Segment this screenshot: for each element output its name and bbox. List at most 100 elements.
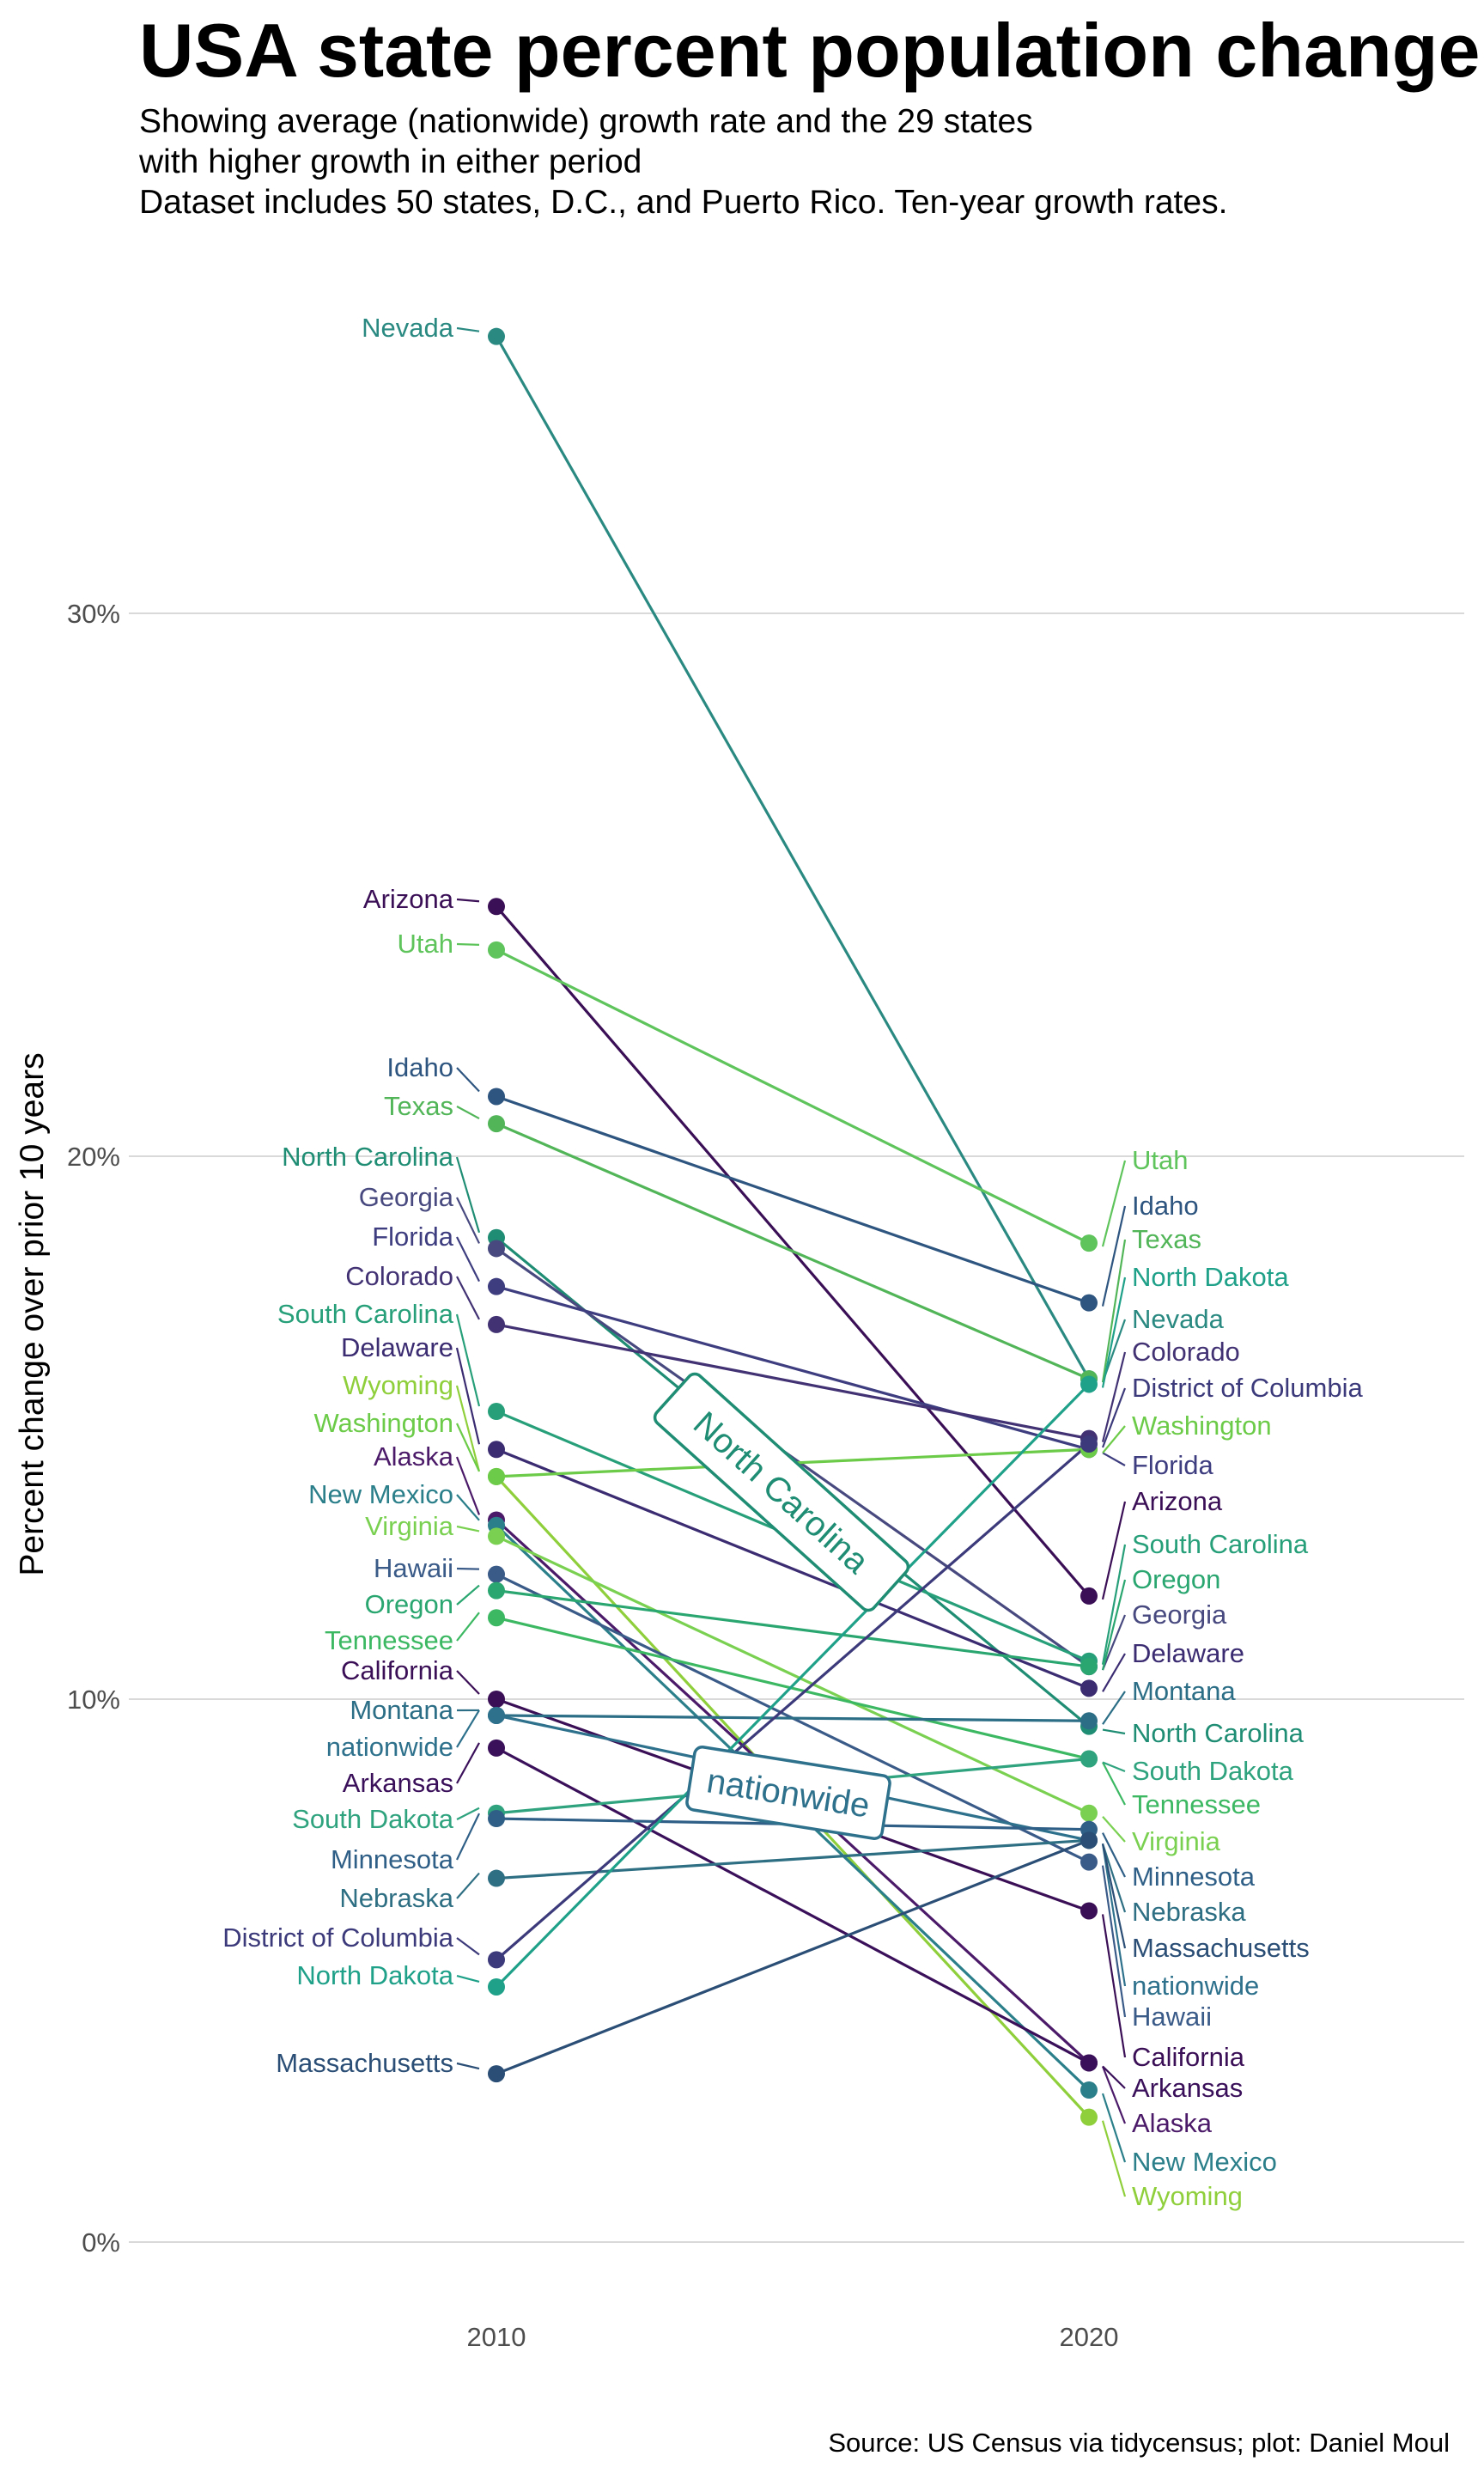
leader-right-montana [1102,1691,1126,1725]
leader-right-tennessee [1102,1762,1126,1806]
series-points [488,327,1098,2126]
label-2010-oregon: Oregon [365,1589,453,1619]
leader-right-north-dakota [1101,1277,1127,1388]
point-2010-district-of-columbia [488,1951,505,1969]
point-2010-florida [488,1277,505,1295]
label-2020-hawaii: Hawaii [1132,2002,1212,2032]
label-2010-colorado: Colorado [345,1261,453,1291]
label-leader-lines [455,326,1127,2197]
label-2020-south-carolina: South Carolina [1132,1529,1309,1559]
point-2010-minnesota [488,1810,505,1828]
point-2020-new-mexico [1080,2081,1098,2099]
label-2010-north-carolina: North Carolina [282,1142,454,1172]
label-2020-washington: Washington [1132,1411,1272,1441]
label-2020-new-mexico: New Mexico [1132,2147,1277,2177]
label-2020-idaho: Idaho [1132,1191,1199,1221]
boxed-label-nationwide: nationwide [685,1746,891,1840]
leader-right-alaska [1101,2066,1127,2124]
leader-right-washington [1102,1425,1126,1453]
leader-right-idaho [1101,1205,1127,1307]
label-2010-wyoming: Wyoming [343,1370,453,1400]
label-2020-wyoming: Wyoming [1132,2181,1243,2211]
label-2020-oregon: Oregon [1132,1564,1220,1594]
leader-right-district-of-columbia [1101,1387,1127,1448]
label-2020-nationwide: nationwide [1132,1971,1259,2001]
point-2020-south-dakota [1080,1750,1098,1768]
leader-right-texas [1101,1239,1127,1383]
leader-left-nevada [456,326,480,332]
label-2020-montana: Montana [1132,1676,1236,1706]
line-arkansas [496,1746,1090,2064]
point-2010-georgia [488,1240,505,1258]
leader-right-florida [1102,1452,1126,1466]
line-colorado [496,1323,1090,1441]
point-2010-nevada [488,327,505,345]
line-district-of-columbia [495,1442,1091,1961]
point-2020-idaho [1080,1294,1098,1312]
label-2010-arkansas: Arkansas [343,1768,453,1798]
series-lines [495,335,1091,2118]
subtitle-line-3: Dataset includes 50 states, D.C., and Pu… [139,184,1228,221]
subtitle-line-1: Showing average (nationwide) growth rate… [139,103,1033,140]
leader-left-north-dakota [456,1974,480,1983]
leader-right-north-carolina [1102,1728,1126,1735]
label-2020-nevada: Nevada [1132,1304,1225,1334]
point-2010-massachusetts [488,2065,505,2083]
point-2010-tennessee [488,1609,505,1627]
leader-right-nationwide [1101,1843,1127,1987]
label-2010-alaska: Alaska [374,1441,454,1472]
leader-left-idaho [456,1067,480,1093]
point-2010-colorado [488,1315,505,1333]
leader-left-wyoming [455,1385,481,1472]
chart-caption: Source: US Census via tidycensus; plot: … [828,2428,1450,2458]
point-2010-arizona [488,898,505,916]
leader-right-georgia [1101,1614,1127,1671]
label-2010-montana: Montana [350,1695,453,1725]
leader-left-nationwide [456,1709,480,1748]
point-2020-utah [1080,1234,1098,1252]
leader-left-nebraska [456,1872,480,1899]
line-texas [496,1122,1090,1380]
x-tick-label: 2020 [1060,2322,1119,2352]
chart-title: USA state percent population change [139,8,1481,93]
label-2020-north-carolina: North Carolina [1132,1718,1305,1748]
point-2020-delaware [1080,1679,1098,1697]
point-2020-wyoming [1080,2108,1098,2126]
leader-left-virginia [456,1525,480,1533]
label-2020-alaska: Alaska [1132,2108,1213,2138]
point-2010-oregon [488,1581,505,1600]
label-2010-new-mexico: New Mexico [308,1479,453,1509]
leader-left-south-dakota [456,1807,480,1820]
label-2010-south-dakota: South Dakota [292,1804,454,1834]
leader-left-tennessee [456,1612,480,1642]
leader-left-massachusetts [456,2062,480,2070]
leader-right-utah [1101,1160,1127,1247]
leader-left-district-of-columbia [456,1937,480,1956]
point-2020-california [1080,1902,1098,1920]
boxed-labels: North Carolina nationwide [653,1372,910,1840]
label-2010-nevada: Nevada [362,313,454,343]
label-2010-texas: Texas [384,1091,453,1121]
leader-left-washington [456,1423,480,1472]
boxed-label-frame [653,1372,910,1612]
leader-right-wyoming [1101,2120,1127,2197]
line-tennessee [496,1616,1090,1761]
leader-left-california [456,1670,480,1695]
label-2020-florida: Florida [1132,1450,1214,1480]
label-2010-california: California [341,1655,454,1685]
label-2010-nebraska: Nebraska [339,1883,453,1913]
label-2010-massachusetts: Massachusetts [276,2048,453,2078]
leader-left-alaska [455,1456,481,1515]
label-2010-south-carolina: South Carolina [277,1299,454,1329]
label-2020-tennessee: Tennessee [1132,1789,1261,1819]
label-2010-north-dakota: North Dakota [296,1960,453,1990]
point-2010-south-carolina [488,1403,505,1421]
label-2010-florida: Florida [372,1222,454,1252]
leader-left-arkansas [456,1742,480,1784]
label-2010-district-of-columbia: District of Columbia [222,1923,453,1953]
label-2010-washington: Washington [313,1408,453,1438]
label-2010-tennessee: Tennessee [325,1625,453,1655]
x-axis: 2010 2020 [467,2322,1119,2352]
y-axis-label: Percent change over prior 10 years [14,1052,51,1575]
